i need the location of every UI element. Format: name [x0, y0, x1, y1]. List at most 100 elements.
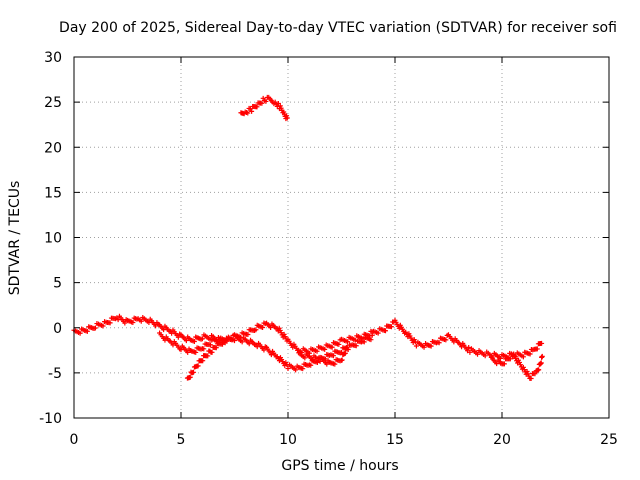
data-point — [201, 346, 207, 352]
data-point — [388, 324, 394, 330]
data-point — [309, 356, 315, 362]
data-point — [205, 353, 211, 359]
series-5 — [238, 94, 290, 122]
data-point — [224, 338, 230, 344]
data-point — [209, 349, 215, 355]
data-point — [199, 336, 205, 342]
data-point — [308, 362, 314, 368]
data-point — [524, 369, 530, 375]
data-point — [342, 350, 348, 356]
data-point — [245, 110, 251, 116]
data-point — [246, 341, 252, 347]
data-point — [232, 338, 237, 344]
data-point — [375, 330, 381, 336]
data-point — [344, 344, 350, 350]
data-point — [300, 366, 306, 372]
x-tick-label: 10 — [279, 432, 297, 448]
data-point — [339, 357, 345, 363]
data-point — [466, 345, 472, 351]
data-point — [253, 327, 259, 333]
data-point — [185, 349, 191, 355]
data-point — [193, 349, 199, 355]
data-point — [525, 371, 531, 377]
data-point — [254, 104, 260, 110]
data-point — [239, 339, 245, 345]
data-point — [263, 98, 269, 104]
data-point — [200, 358, 206, 364]
y-tick-label: -10 — [39, 411, 62, 427]
data-point — [285, 366, 291, 372]
data-point — [107, 320, 113, 326]
data-point — [191, 369, 197, 375]
y-tick-label: 25 — [44, 95, 62, 111]
data-point — [539, 340, 545, 346]
data-point — [284, 115, 290, 121]
data-point — [336, 341, 342, 347]
series-4 — [488, 351, 545, 381]
data-point — [130, 320, 136, 326]
data-point — [413, 343, 419, 349]
y-tick-label: 30 — [44, 50, 62, 66]
series-2 — [184, 341, 226, 381]
data-point — [324, 361, 330, 367]
data-point — [345, 339, 351, 345]
data-point — [249, 108, 255, 114]
data-point — [195, 363, 201, 369]
data-point — [191, 338, 197, 344]
data-point — [260, 324, 266, 330]
data-point — [436, 340, 442, 346]
chart-title: Day 200 of 2025, Sidereal Day-to-day VTE… — [59, 20, 617, 36]
data-point — [443, 337, 449, 343]
data-point — [482, 353, 488, 359]
data-point — [122, 320, 128, 326]
y-tick-label: 10 — [44, 231, 62, 247]
y-tick-label: 0 — [53, 321, 62, 337]
data-point — [501, 361, 507, 367]
data-point — [183, 338, 189, 344]
data-point — [261, 347, 267, 353]
data-points — [71, 94, 545, 381]
data-point — [322, 346, 328, 352]
data-point — [467, 349, 473, 355]
y-tick-label: 5 — [53, 276, 62, 292]
data-point — [521, 367, 527, 373]
y-tick-label: -5 — [48, 366, 62, 382]
data-point — [332, 361, 338, 367]
data-point — [268, 324, 274, 330]
x-tick-label: 15 — [386, 432, 404, 448]
data-point — [520, 364, 526, 370]
data-point — [207, 342, 213, 348]
x-tick-label: 5 — [177, 432, 186, 448]
data-point — [175, 334, 181, 340]
x-axis-label: GPS time / hours — [281, 458, 398, 474]
data-point — [302, 355, 308, 361]
data-point — [369, 332, 375, 338]
data-point — [520, 354, 526, 360]
tick-labels: 0 5 10 15 20 25 -10 -5 0 5 10 15 20 25 30 — [39, 50, 618, 448]
data-point — [382, 328, 388, 334]
series-3 — [296, 344, 350, 367]
data-point — [421, 344, 427, 350]
data-point — [213, 345, 219, 351]
data-point — [314, 348, 320, 354]
data-point — [77, 330, 83, 336]
data-point — [361, 339, 367, 345]
data-point — [330, 353, 336, 359]
data-point — [475, 351, 481, 357]
data-point — [187, 374, 193, 380]
data-point — [536, 367, 542, 373]
data-point — [538, 360, 544, 366]
data-point — [532, 371, 538, 377]
data-point — [329, 344, 335, 350]
data-point — [539, 353, 545, 359]
data-point — [368, 337, 374, 343]
data-point — [153, 323, 159, 329]
series-0 — [71, 313, 545, 361]
data-point — [100, 323, 106, 329]
y-tick-label: 15 — [44, 185, 62, 201]
data-point — [293, 367, 299, 373]
data-point — [528, 375, 534, 381]
y-tick-label: 20 — [44, 140, 62, 156]
